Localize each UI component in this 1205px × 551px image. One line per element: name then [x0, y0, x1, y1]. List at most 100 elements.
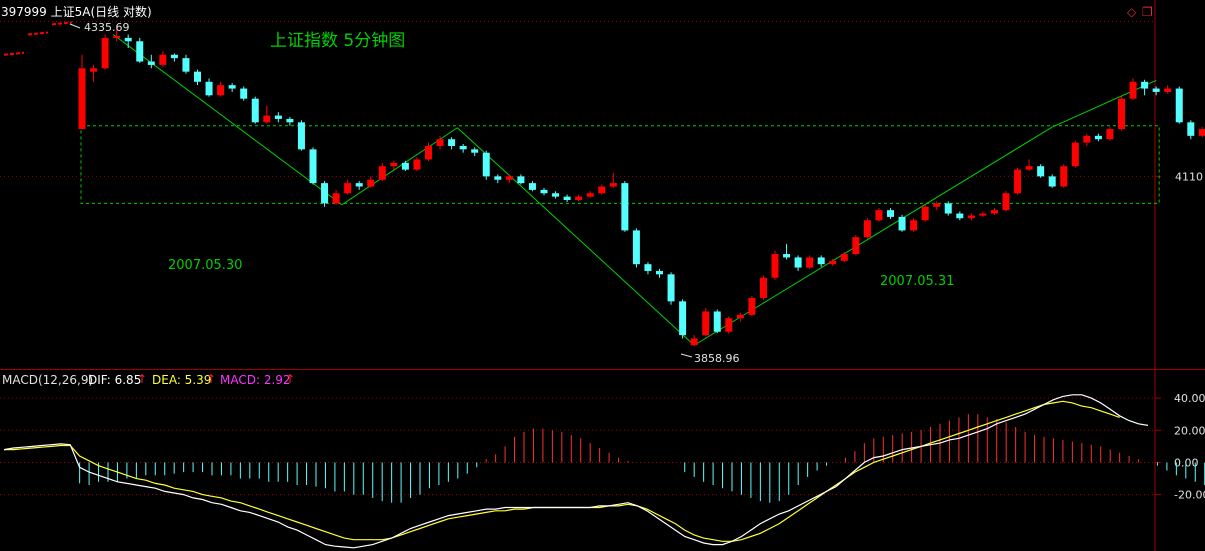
candle-body: [494, 176, 502, 180]
macd-tick-label: 40.00: [1174, 392, 1205, 405]
dea-up-arrow-icon: ↑: [206, 372, 217, 386]
candle-body: [794, 257, 802, 268]
candle-body: [1071, 142, 1079, 167]
candle-body: [759, 277, 767, 298]
restore-icon[interactable]: ❐: [1142, 5, 1153, 19]
candle-body: [390, 162, 398, 167]
candle-body: [713, 311, 721, 332]
candle-body: [1164, 88, 1172, 92]
candle-body: [344, 183, 352, 194]
candle-body: [378, 166, 386, 180]
candle-body: [644, 264, 652, 271]
candle-body: [355, 183, 363, 187]
candle-body: [159, 54, 167, 65]
high-marker-arrow-icon: [69, 23, 81, 29]
high-price-label: 4335.69: [84, 21, 130, 34]
candle-body: [1083, 135, 1091, 143]
candle-body: [286, 118, 294, 123]
candle-body: [840, 254, 848, 261]
macd-tick-label: -20.00: [1174, 489, 1205, 502]
candle-body: [1129, 81, 1137, 99]
candle-body: [1014, 169, 1022, 194]
candle-body: [1175, 88, 1183, 123]
candle-body: [910, 220, 918, 231]
candle-body: [933, 203, 941, 207]
candle-body: [956, 213, 964, 219]
candle-body: [967, 215, 975, 219]
candle-body: [921, 206, 929, 221]
candle-body: [990, 210, 998, 214]
dif-line: [3, 394, 1149, 549]
candle-body: [1025, 166, 1033, 170]
candle-body: [205, 81, 213, 96]
prev-trend-segment: [3, 51, 25, 56]
candle-body: [875, 210, 883, 221]
macd-legend-dif: DIF: 6.85: [88, 373, 142, 387]
candle-body: [1094, 135, 1102, 140]
candle-body: [517, 176, 525, 184]
candle-body: [552, 193, 560, 197]
candle-body: [90, 68, 98, 72]
candle-body: [297, 122, 305, 150]
candle-body: [528, 183, 536, 190]
trend-line-2: [457, 127, 695, 346]
candle-body: [471, 149, 479, 153]
candle-body: [1060, 166, 1068, 187]
candle-body: [1187, 122, 1195, 136]
macd-tick-label: 20.00: [1174, 424, 1205, 437]
candle-body: [540, 189, 548, 194]
candle-body: [829, 260, 837, 265]
price-channel-box: [80, 125, 1160, 204]
candle-body: [806, 257, 814, 268]
candle-body: [852, 237, 860, 255]
date-label-2: 2007.05.31: [880, 274, 954, 289]
candle-body: [863, 220, 871, 238]
candle-body: [1118, 98, 1125, 130]
candle-body: [124, 37, 132, 42]
low-price-label: 3858.96: [694, 352, 740, 365]
low-marker-arrow-icon: [680, 353, 693, 358]
candle-body: [78, 68, 86, 130]
candle-body: [748, 297, 756, 315]
candle-body: [702, 311, 710, 336]
date-label-1: 2007.05.30: [168, 258, 242, 273]
candle-body: [263, 115, 271, 123]
candle-body: [182, 58, 190, 72]
candle-body: [898, 216, 906, 231]
macd-up-arrow-icon: ↑: [285, 372, 296, 386]
candle-body: [228, 85, 236, 89]
candle-body: [575, 196, 583, 201]
candle-body: [309, 149, 317, 184]
candle-body: [725, 318, 733, 332]
candle-body: [586, 193, 594, 197]
candle-body: [332, 193, 340, 204]
candle-body: [113, 35, 121, 38]
candle-body: [690, 338, 698, 346]
candle-body: [413, 159, 421, 170]
trend-line-4: [1051, 79, 1157, 128]
candle-body: [1106, 129, 1114, 140]
candle-body: [609, 183, 617, 187]
candle-body: [217, 85, 225, 96]
candle-body: [1141, 81, 1149, 89]
candle-body: [136, 41, 144, 62]
candle-body: [979, 213, 987, 216]
candle-body: [1198, 129, 1205, 136]
candle-body: [436, 139, 444, 146]
candle-body: [170, 54, 178, 59]
prev-trend-segment: [51, 21, 73, 26]
candle-body: [887, 210, 894, 217]
candle-body: [817, 257, 825, 265]
dif-up-arrow-icon: ↑: [137, 372, 148, 386]
candle-body: [598, 186, 606, 194]
price-tick-label: 4110: [1175, 170, 1203, 183]
diamond-icon[interactable]: ◇: [1127, 5, 1137, 19]
macd-legend-name: MACD(12,26,9): [2, 373, 94, 387]
candle-body: [736, 314, 744, 319]
candle-body: [1002, 193, 1010, 211]
candle-body: [482, 152, 490, 177]
candle-body: [505, 176, 513, 180]
prev-trend-segment: [27, 31, 49, 36]
candle-body: [679, 301, 687, 336]
candle-body: [783, 254, 791, 258]
